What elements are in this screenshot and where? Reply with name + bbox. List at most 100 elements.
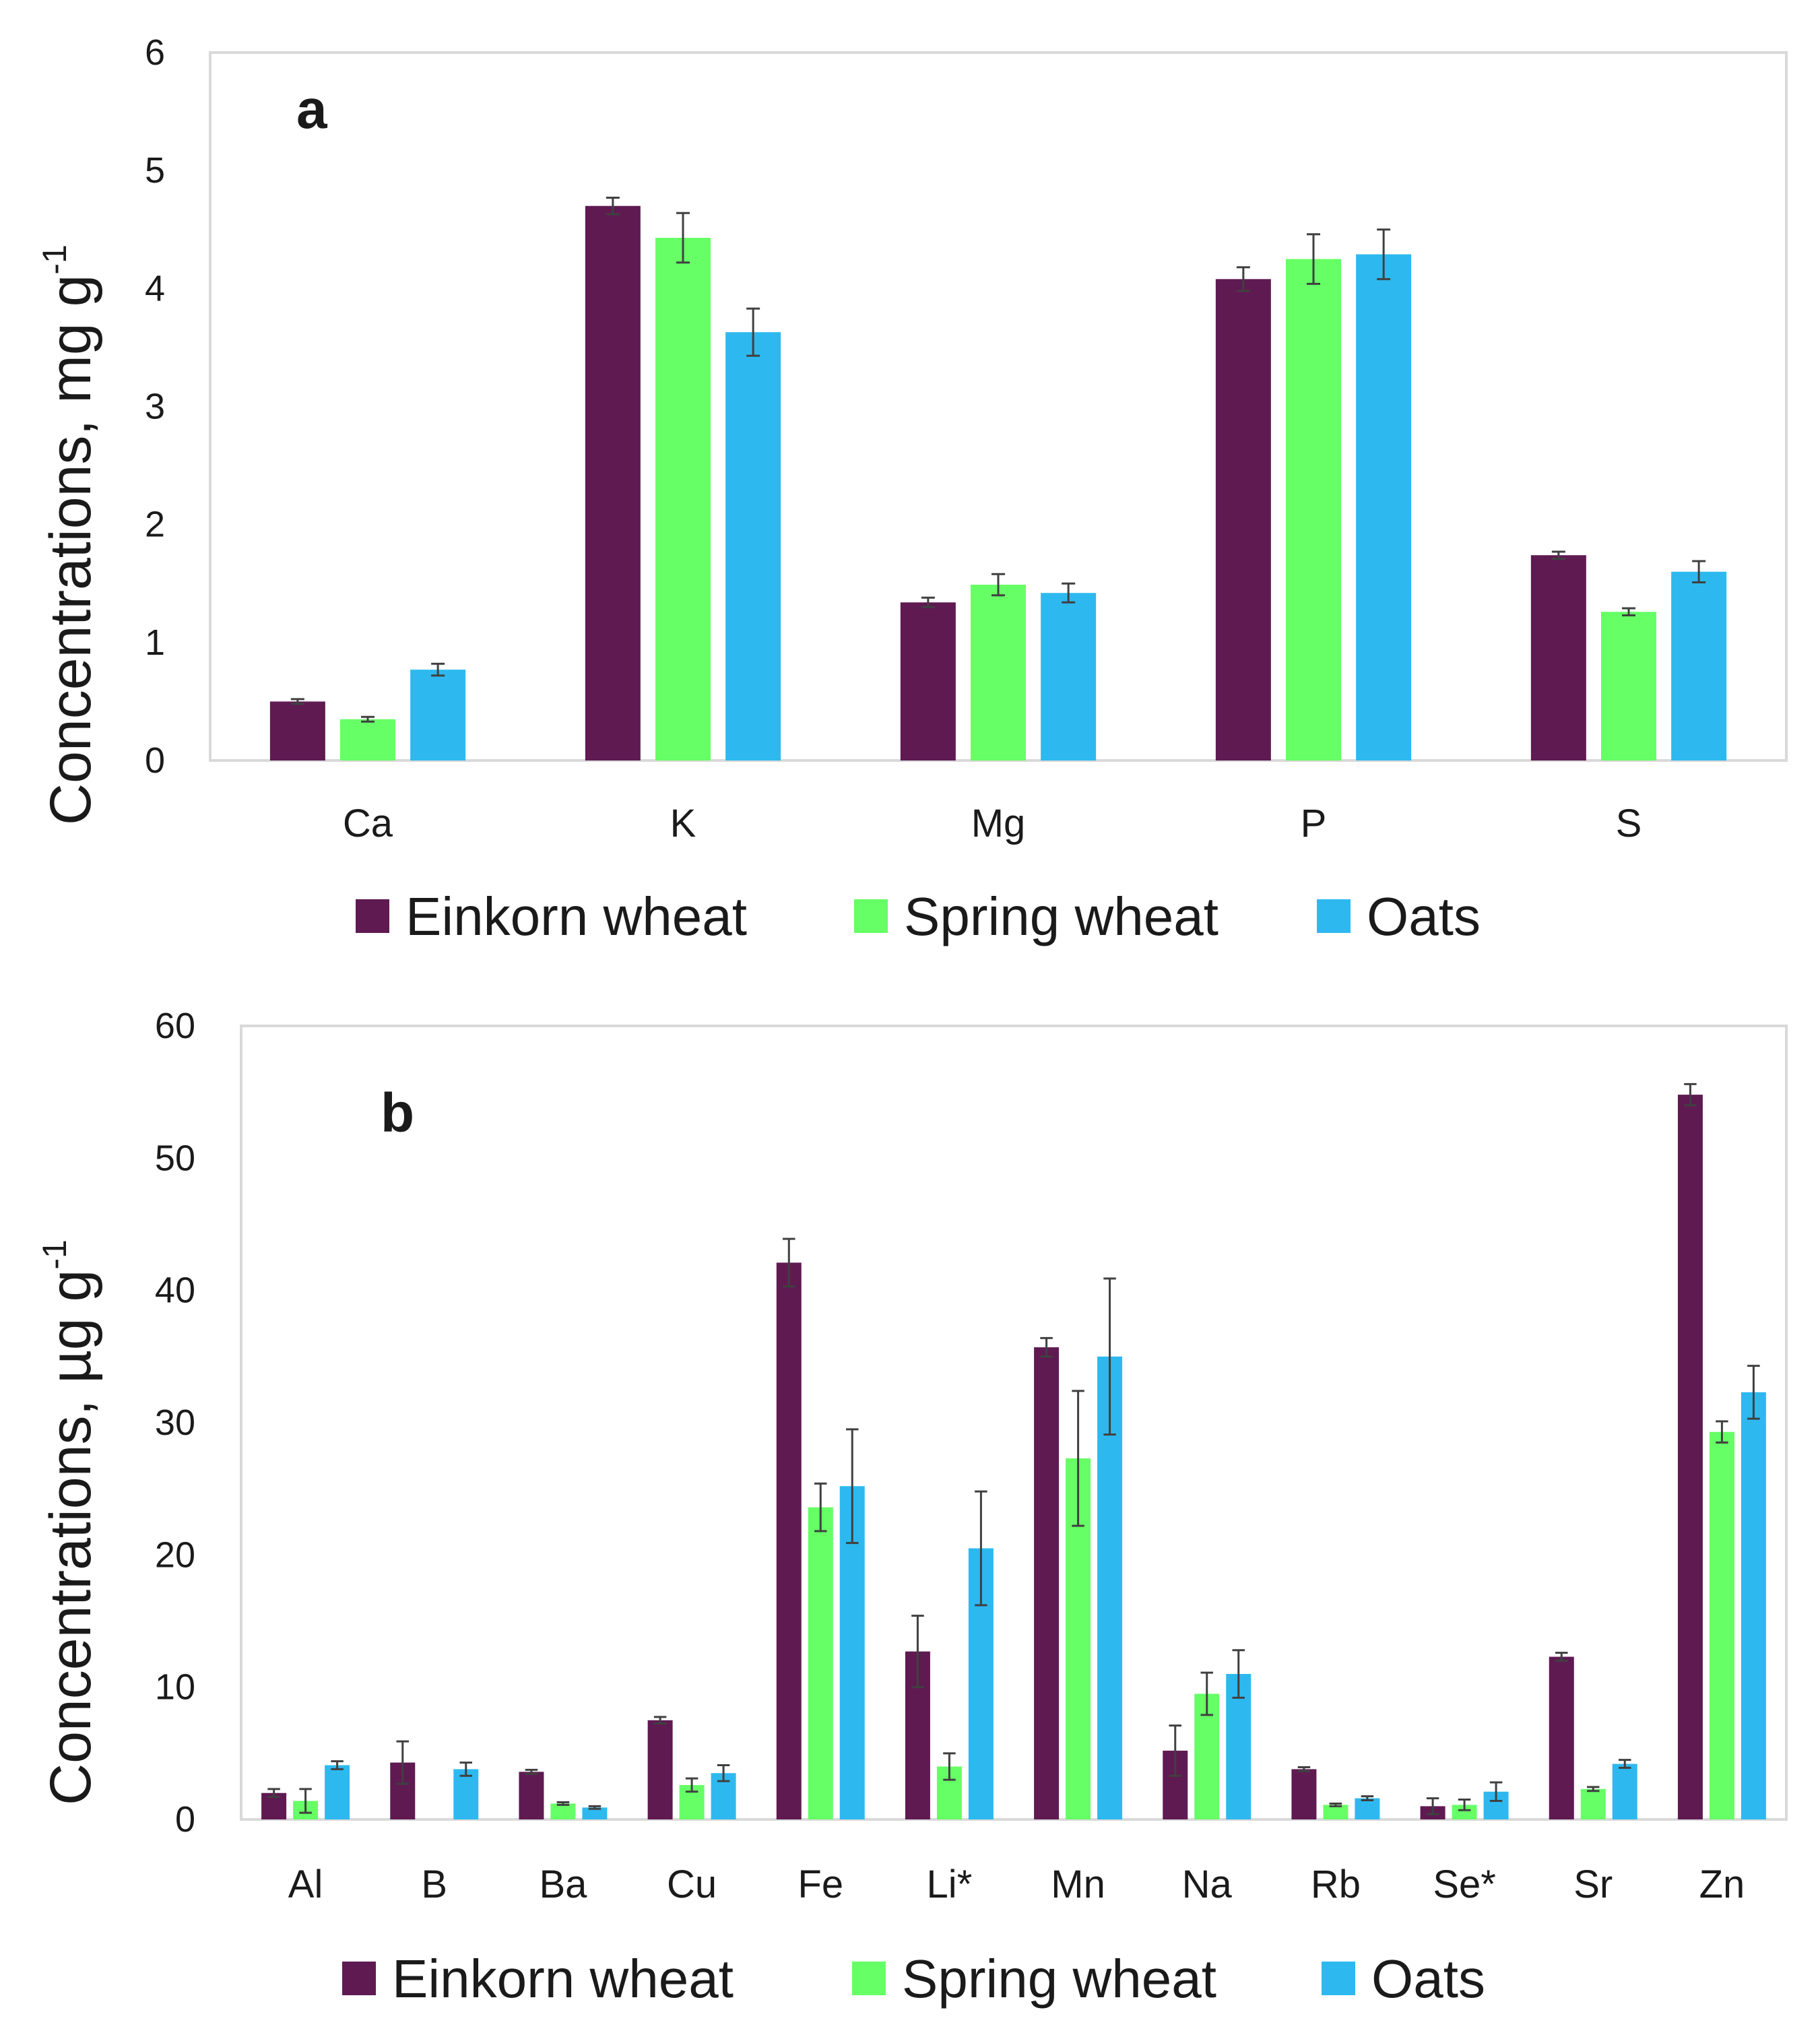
panel-a-error-bar-oats [1377, 228, 1391, 280]
panel-a-error-bar-einkorn [921, 596, 935, 608]
panel-b-error-bar-spring [1072, 1390, 1084, 1527]
panel-a-y-ticks: 0 1 2 3 4 5 6 [145, 32, 165, 781]
panel-b-x-tick-label: B [421, 1863, 447, 1906]
panel-a-y-tick-label: 4 [145, 268, 165, 309]
panel-b-error-bar-spring [556, 1801, 570, 1806]
panel-a-x-tick-label: K [670, 802, 696, 845]
panel-b-bar-oats [1355, 1798, 1380, 1819]
panel-b-error-bar-einkorn [1169, 1724, 1182, 1777]
panel-b-y-tick-label: 60 [155, 1006, 195, 1046]
panel-b-error-bar-oats [1747, 1365, 1760, 1420]
panel-b-y-ticks: 0 10 20 30 40 50 60 [155, 1006, 195, 1840]
panel-b-x-tick-label: Zn [1699, 1863, 1745, 1906]
panel-b-error-bar-spring [685, 1777, 698, 1793]
panel-b-bar-oats [325, 1765, 350, 1819]
panel-a-error-bar-oats [431, 662, 445, 677]
panel-b-error-bar-einkorn [783, 1237, 795, 1288]
panel-a-legend-label-spring: Spring wheat [904, 886, 1218, 946]
panel-b-bar-spring [1323, 1805, 1348, 1819]
panel-b-error-bar-oats [1232, 1649, 1245, 1699]
panel-a-legend: Einkorn wheat Spring wheat Oats [356, 886, 1481, 946]
panel-a-error-bar-oats [746, 307, 760, 357]
panel-b-error-bar-oats [588, 1805, 602, 1810]
panel-a-legend-swatch-spring [854, 899, 888, 933]
panel-b-error-bar-oats [1489, 1781, 1503, 1803]
panel-b-error-bar-einkorn [911, 1615, 924, 1689]
panel-b-x-tick-label: Fe [798, 1863, 843, 1906]
panel-a-x-tick-label: Ca [343, 802, 393, 845]
panel-a-bar-einkorn [900, 602, 956, 761]
panel-b-y-axis-label: Concentrations, µg g-1 [36, 1239, 103, 1805]
panel-a-bar-oats [410, 670, 466, 761]
panel-a-bar-spring [1601, 612, 1656, 761]
panel-b-bar-oats [453, 1769, 479, 1819]
panel-b-bar-einkorn [647, 1720, 673, 1819]
panel-a-y-tick-label: 1 [145, 622, 165, 663]
panel-b-bar-spring [808, 1507, 833, 1819]
panel-b-y-tick-label: 20 [155, 1534, 195, 1575]
panel-b-error-bars [267, 1082, 1760, 1815]
panel-a-x-tick-label: S [1616, 802, 1642, 845]
panel-a-bar-oats [1356, 254, 1412, 761]
panel-a-error-bars [290, 196, 1706, 723]
panel-b-y-tick-label: 30 [155, 1402, 195, 1443]
panel-a-bar-einkorn [269, 701, 325, 761]
panel-a-error-bar-einkorn [606, 196, 620, 216]
panel-b-x-tick-label: Ba [539, 1863, 587, 1906]
panel-a-y-tick-label: 0 [145, 740, 165, 781]
panel-b-error-bar-einkorn [267, 1788, 280, 1799]
panel-b-error-bar-spring [1200, 1671, 1213, 1716]
panel-a-bars [269, 205, 1727, 761]
panel-b-legend-label-einkorn: Einkorn wheat [392, 1949, 734, 2009]
panel-b-error-bar-oats [1103, 1277, 1116, 1436]
panel-b-bar-spring [1709, 1431, 1734, 1819]
panel-a-x-tick-label: P [1301, 802, 1327, 845]
panel-b-bar-spring [1452, 1805, 1477, 1819]
panel-a-bar-oats [1671, 571, 1727, 761]
panel-b-x-tick-label: Cu [667, 1863, 717, 1906]
panel-b-x-tick-label: Sr [1573, 1863, 1613, 1906]
panel-a-bar-spring [340, 719, 395, 761]
panel-b-error-bar-spring [943, 1752, 956, 1781]
panel-a-y-tick-label: 2 [145, 505, 165, 545]
panel-b-legend-swatch-spring [852, 1962, 886, 1995]
panel-b-error-bar-oats [331, 1760, 344, 1770]
panel-b-legend-swatch-einkorn [342, 1962, 376, 1995]
panel-a-error-bar-spring [361, 715, 375, 723]
panel-b-label: b [381, 1082, 414, 1144]
panel-b-bar-oats [1741, 1392, 1766, 1819]
panel-b-error-bar-oats [845, 1428, 859, 1545]
panel-b-error-bar-einkorn [1040, 1336, 1053, 1358]
panel-b-bar-spring [550, 1803, 576, 1819]
panel-b-error-bar-spring [1458, 1799, 1471, 1811]
panel-b-error-bar-oats [459, 1761, 472, 1777]
panel-a-error-bar-spring [676, 212, 690, 264]
panel-b-x-tick-label: Na [1182, 1863, 1233, 1906]
panel-b-x-tick-label: Al [288, 1863, 323, 1906]
panel-b-error-bar-spring [1587, 1786, 1600, 1792]
panel-a-chart: a Concentrations, mg g-1 0 1 2 3 4 5 6 Ca K Mg P S… [36, 32, 1788, 946]
panel-a-legend-swatch-oats [1317, 899, 1351, 933]
panel-b-error-bar-einkorn [396, 1740, 410, 1785]
panel-b-x-tick-label: Mn [1051, 1863, 1105, 1906]
panel-b-error-bar-einkorn [1684, 1082, 1697, 1107]
panel-a-error-bar-oats [1062, 582, 1076, 604]
panel-b-x-ticks: Al B Ba Cu Fe Li* Mn Na Rb Se* Sr Zn [288, 1863, 1745, 1906]
panel-b-bar-einkorn [1549, 1656, 1574, 1819]
panel-a-bar-spring [1286, 259, 1341, 761]
panel-b-y-tick-label: 10 [155, 1667, 195, 1708]
panel-b-bar-einkorn [1291, 1769, 1317, 1819]
panel-b-bar-spring [1580, 1788, 1606, 1819]
panel-b-x-tick-label: Rb [1311, 1863, 1361, 1906]
panel-a-error-bar-einkorn [290, 698, 304, 705]
panel-b-plot-frame [240, 1025, 1788, 1821]
panel-b-bar-einkorn [1034, 1347, 1060, 1819]
panel-b-legend-label-oats: Oats [1371, 1949, 1485, 2009]
panel-b-chart: b Concentrations, µg g-1 0 10 20 30 40 50 60 A… [36, 1006, 1788, 2009]
panel-b-error-bar-einkorn [1555, 1652, 1568, 1662]
panel-b-error-bar-einkorn [653, 1716, 667, 1725]
panel-b-error-bar-einkorn [1426, 1797, 1439, 1815]
panel-b-x-tick-label: Se* [1433, 1863, 1496, 1906]
panel-a-legend-label-einkorn: Einkorn wheat [405, 886, 747, 946]
